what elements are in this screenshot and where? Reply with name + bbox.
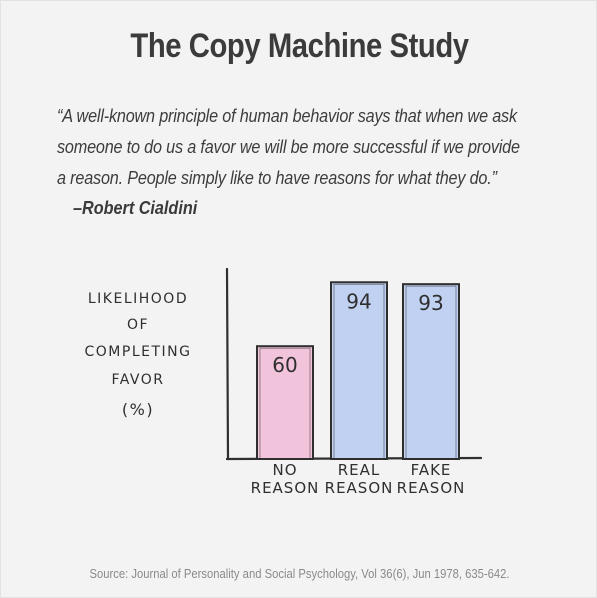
y-axis-line: [225, 267, 230, 461]
category-label: NO: [272, 461, 297, 479]
category-label: REAL: [338, 461, 381, 479]
y-axis-label: LIKELIHOOD: [88, 291, 188, 307]
page-title: The Copy Machine Study: [130, 27, 469, 65]
y-axis-label: OF: [127, 317, 149, 333]
y-axis-label: COMPLETING: [85, 344, 192, 360]
quote-line: a reason. People simply like to have rea…: [57, 168, 497, 188]
bar: [330, 281, 388, 460]
bar-outline: [333, 283, 385, 460]
quote-line: someone to do us a favor we will be more…: [57, 137, 520, 157]
bar-outline: [405, 285, 457, 460]
data-label: 60: [272, 353, 297, 377]
quote-author: –Robert Cialdini: [73, 198, 198, 218]
category-label: REASON: [397, 479, 466, 497]
bar: [256, 345, 314, 461]
y-axis-label: (%): [122, 400, 154, 419]
data-label: 93: [418, 291, 443, 315]
quote-line: “A well-known principle of human behavio…: [57, 106, 517, 126]
y-axis-label: FAVOR: [111, 372, 164, 388]
quote-text: “A well-known principle of human behavio…: [57, 101, 577, 194]
category-label: REASON: [325, 479, 394, 497]
category-label: REASON: [251, 479, 320, 497]
category-label: FAKE: [411, 461, 452, 479]
data-label: 94: [346, 289, 371, 313]
bar-outline: [259, 347, 311, 460]
source-citation: Source: Journal of Personality and Socia…: [89, 567, 510, 581]
